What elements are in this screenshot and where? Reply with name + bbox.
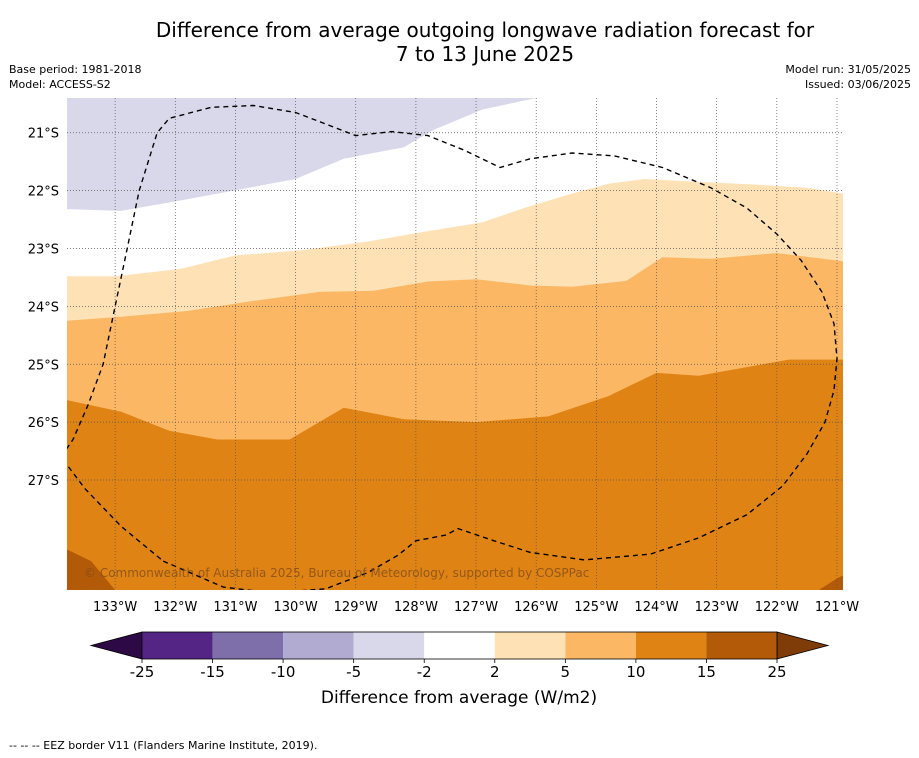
y-axis-ticks: 21°S 22°S 23°S 24°S 25°S 26°S 27°S — [28, 127, 59, 489]
colorbar-bin — [494, 632, 566, 659]
map-chart: © Commonwealth of Australia 2025, Bureau… — [28, 98, 859, 708]
base-period: Base period: 1981-2018 — [9, 63, 142, 76]
title-line-2: 7 to 13 June 2025 — [395, 42, 575, 66]
colorbar-tick-label: -10 — [271, 663, 296, 681]
model-name: Model: ACCESS-S2 — [9, 78, 111, 91]
colorbar-bin — [353, 632, 425, 659]
y-tick-label: 24°S — [28, 300, 59, 315]
meta-right: Model run: 31/05/2025 Issued: 03/06/2025 — [785, 62, 911, 92]
x-tick-label: 131°W — [213, 600, 257, 615]
graticule — [67, 98, 843, 590]
colorbar-tick-label: 2 — [490, 663, 500, 681]
colorbar-tick-label: 5 — [561, 663, 571, 681]
x-tick-label: 123°W — [695, 600, 739, 615]
colorbar-bin — [424, 632, 495, 659]
region-1 — [67, 98, 537, 211]
colorbar-tick-label: -5 — [346, 663, 361, 681]
colorbar-tick-label: -25 — [130, 663, 155, 681]
colorbar-bin — [212, 632, 284, 659]
colorbar-extend-low — [89, 631, 143, 660]
colorbar-bin — [706, 632, 777, 659]
copyright-text: © Commonwealth of Australia 2025, Bureau… — [84, 566, 589, 580]
y-tick-label: 25°S — [28, 358, 59, 373]
colorbar-bin — [142, 632, 213, 659]
colorbar-tick-label: -15 — [200, 663, 225, 681]
chart-title: Difference from average outgoing longwav… — [100, 18, 870, 66]
colorbar-bin — [635, 632, 707, 659]
colorbar-tick-label: 15 — [697, 663, 716, 681]
title-line-1: Difference from average outgoing longwav… — [155, 18, 815, 42]
colorbar-tick-label: 25 — [767, 663, 786, 681]
y-tick-label: 26°S — [28, 416, 59, 431]
region-4 — [67, 359, 843, 590]
y-tick-label: 21°S — [28, 127, 59, 142]
footnote: -- -- -- EEZ border V11 (Flanders Marine… — [9, 739, 318, 752]
x-tick-label: 128°W — [394, 600, 438, 615]
colorbar-bin — [283, 632, 354, 659]
x-axis-ticks: 133°W 132°W 131°W 130°W 129°W 128°W 127°W 126°W… — [93, 600, 859, 615]
x-tick-label: 126°W — [514, 600, 558, 615]
x-tick-label: 124°W — [634, 600, 678, 615]
x-tick-label: 133°W — [93, 600, 137, 615]
colorbar-outline — [141, 631, 778, 660]
colorbar: -25 -15 -10 -5 -2 2 5 10 15 25 — [89, 631, 830, 681]
y-tick-label: 22°S — [28, 185, 59, 200]
x-tick-label: 127°W — [454, 600, 498, 615]
contour-regions — [67, 98, 843, 590]
x-tick-label: 130°W — [274, 600, 318, 615]
colorbar-label: Difference from average (W/m2) — [321, 688, 597, 708]
colorbar-bin — [565, 632, 636, 659]
map-area: © Commonwealth of Australia 2025, Bureau… — [67, 98, 843, 590]
colorbar-tick-label: 10 — [626, 663, 645, 681]
region-6 — [818, 575, 843, 590]
model-run: Model run: 31/05/2025 — [785, 63, 911, 76]
x-tick-label: 132°W — [153, 600, 197, 615]
meta-left: Base period: 1981-2018 Model: ACCESS-S2 — [9, 62, 141, 92]
issued-date: Issued: 03/06/2025 — [804, 78, 911, 91]
y-tick-label: 27°S — [28, 474, 59, 489]
x-tick-label: 129°W — [334, 600, 378, 615]
x-tick-label: 122°W — [755, 600, 799, 615]
x-tick-label: 125°W — [574, 600, 618, 615]
eez-border — [67, 104, 838, 590]
colorbar-tick-label: -2 — [417, 663, 432, 681]
y-tick-label: 23°S — [28, 242, 59, 257]
region-5 — [67, 549, 116, 590]
colorbar-extend-high — [776, 631, 830, 660]
x-tick-label: 121°W — [815, 600, 859, 615]
